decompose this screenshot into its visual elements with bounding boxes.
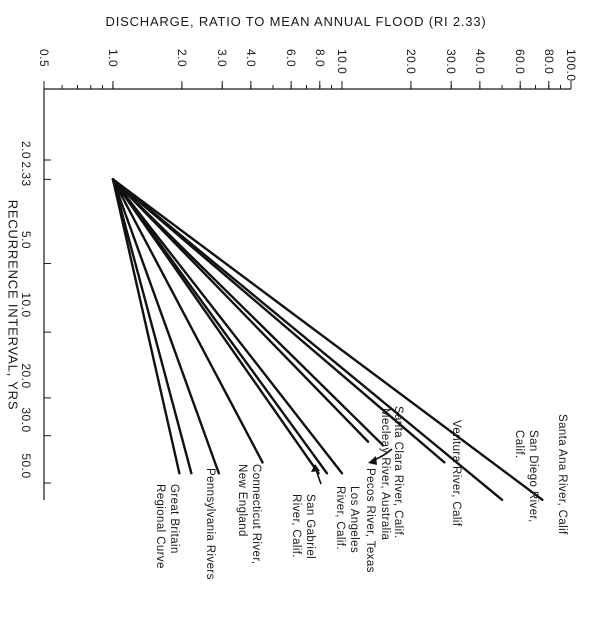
series-label: Pennsylvania Rivers (204, 468, 216, 580)
curves-layer (111, 178, 544, 502)
discharge-tick-label: 1.0 (106, 49, 120, 67)
series-label-line: Santa Ana River, Calif (556, 414, 568, 535)
recurrence-tick-label: 2.0 (19, 141, 33, 159)
san-gabriel-arrow-head (311, 464, 320, 472)
series-label-line: Mecleay River, Australia (379, 408, 391, 541)
axes-layer: 0.5 1.0 2.0 3.0 4.0 6.0 8.0 10.0 20.0 30.0 40.0 60.… (6, 14, 578, 500)
recurrence-axis-title: RECURRENCE INTERVAL, YRS (6, 200, 21, 411)
pecos-arrow-head (368, 456, 377, 465)
discharge-tick-label: 3.0 (215, 49, 229, 67)
discharge-tick-label: 0.5 (37, 49, 51, 67)
series-line (111, 178, 384, 446)
series-label-line: Regional Curve (154, 484, 166, 569)
series-line (111, 178, 193, 475)
series-label-line: San Gabriel (304, 494, 316, 559)
series-label: Santa Ana River, Calif (556, 414, 568, 535)
series-label-line: New England (236, 464, 248, 537)
series-label-line: Pecos River, Texas (364, 468, 376, 573)
series-label: Santa Clara River, Calif. (392, 406, 404, 539)
recurrence-tick-label: 5.0 (19, 231, 33, 249)
labels-layer: Santa Ana River, Calif San Diego River,Ca… (154, 406, 568, 580)
recurrence-tick-label: 10.0 (19, 292, 33, 317)
discharge-tick-label: 2.0 (175, 49, 189, 67)
discharge-axis-title: DISCHARGE, RATIO TO MEAN ANNUAL FLOOD (R… (106, 14, 487, 29)
series-label-line: Pennsylvania Rivers (204, 468, 216, 580)
series-label: San Diego River,Calif. (513, 430, 539, 523)
series-label-line: River, Calif. (290, 494, 302, 558)
discharge-tick-label: 80.0 (542, 49, 556, 74)
arrows-layer (311, 448, 393, 485)
series-label: Pecos River, Texas (364, 468, 376, 573)
series-label: Connecticut River,New England (236, 464, 262, 565)
series-label: Ventura River, Calif (450, 420, 462, 527)
series-line (111, 178, 181, 475)
discharge-tick-label: 30.0 (444, 49, 458, 74)
series-label-line: Calif. (513, 430, 525, 459)
discharge-tick-label: 40.0 (473, 49, 487, 74)
series-line (111, 178, 320, 475)
series-line (111, 178, 344, 475)
series-label-line: Ventura River, Calif (450, 420, 462, 527)
discharge-tick-label: 20.0 (404, 49, 418, 74)
recurrence-tick-label: 2.33 (19, 161, 33, 186)
series-label-line: Connecticut River, (250, 464, 262, 565)
discharge-tick-label: 6.0 (284, 49, 298, 67)
series-label-line: Los Angeles (348, 486, 360, 553)
discharge-tick-label: 10.0 (335, 49, 349, 74)
series-line (111, 178, 264, 464)
recurrence-tick-label: 50.0 (19, 453, 33, 478)
recurrence-tick-label: 30.0 (19, 407, 33, 432)
discharge-tick-label: 4.0 (244, 49, 258, 67)
series-line (111, 178, 504, 502)
discharge-tick-label: 100.0 (564, 49, 578, 82)
series-label-line: San Diego River, (527, 430, 539, 523)
series-line (111, 178, 446, 464)
series-line (111, 178, 544, 502)
series-label-line: Great Britain (168, 484, 180, 554)
series-label: Mecleay River, Australia (379, 408, 391, 541)
series-line (111, 178, 370, 443)
recurrence-tick-label: 20.0 (19, 363, 33, 388)
series-line (111, 178, 221, 475)
discharge-tick-label: 60.0 (513, 49, 527, 74)
discharge-tick-label: 8.0 (313, 49, 327, 67)
series-label-line: Santa Clara River, Calif. (392, 406, 404, 539)
series-label-line: River, Calif. (334, 486, 346, 550)
